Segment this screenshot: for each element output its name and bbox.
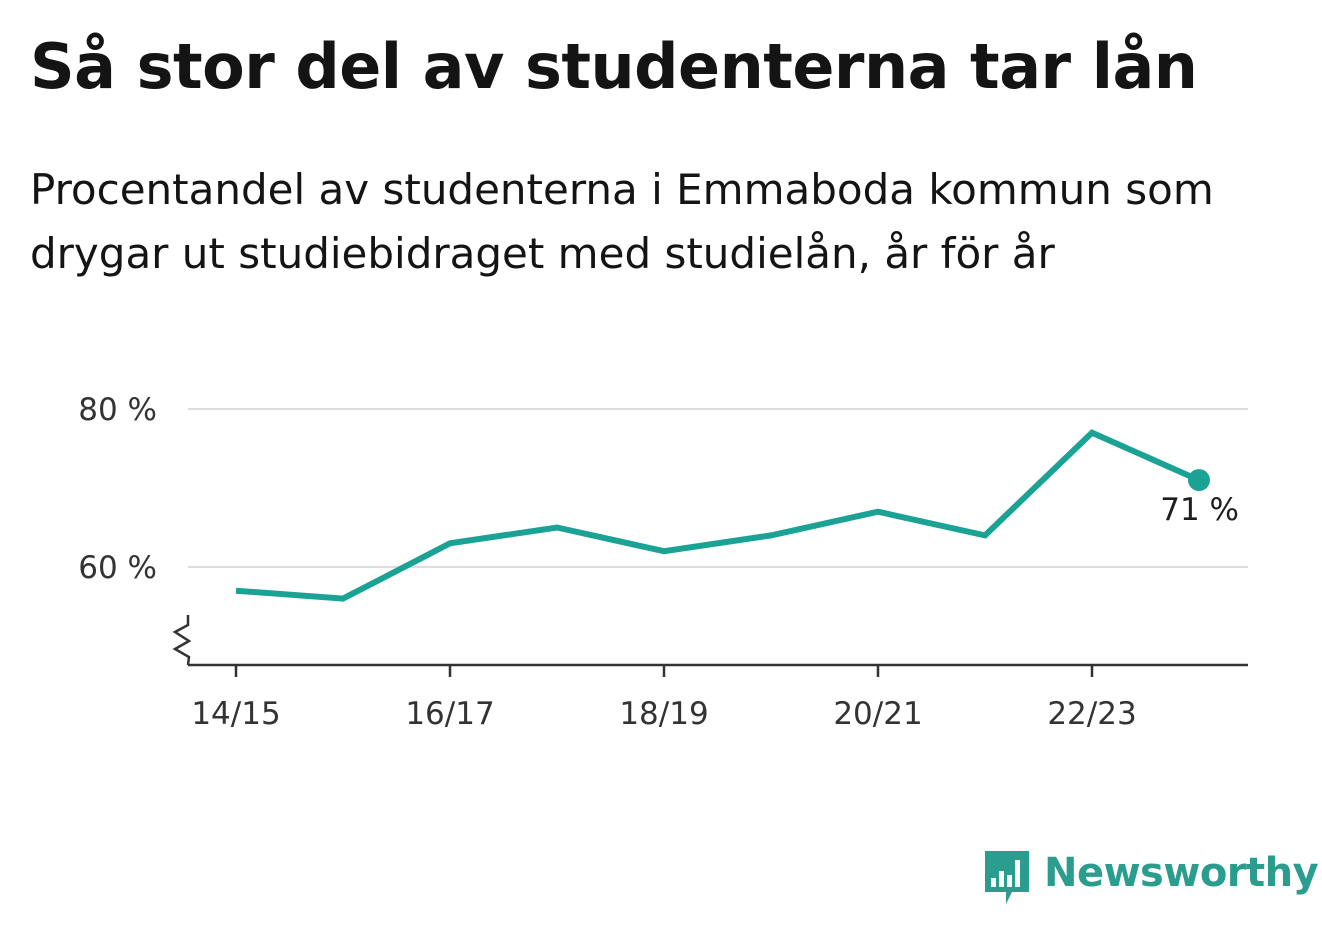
y-tick-label: 60 % xyxy=(78,550,157,586)
series xyxy=(235,429,1210,602)
x-tick-label: 20/21 xyxy=(833,696,922,732)
newsworthy-logo: Newsworthy xyxy=(982,848,1319,910)
end-point-marker xyxy=(1188,469,1210,492)
x-axis: 14/15 16/17 18/19 20/21 22/23 xyxy=(172,615,1248,732)
end-value-label: 71 % xyxy=(1160,492,1239,528)
x-tick-label: 18/19 xyxy=(619,696,708,732)
chart-title: Så stor del av studenterna tar lån xyxy=(30,30,1198,103)
x-tick-label: 14/15 xyxy=(191,696,280,732)
axis-break-icon xyxy=(172,615,192,666)
chart-subtitle: Procentandel av studenterna i Emmaboda k… xyxy=(30,165,1214,278)
y-axis-labels: 60 % 80 % xyxy=(78,392,157,586)
y-tick-label: 80 % xyxy=(78,392,157,428)
brand-name: Newsworthy xyxy=(1044,850,1319,896)
gridlines xyxy=(188,408,1248,568)
series-line xyxy=(235,429,1201,602)
x-tick-label: 16/17 xyxy=(405,696,494,732)
data-labels: 71 % xyxy=(1160,492,1239,528)
newsworthy-logo-icon xyxy=(985,851,1029,904)
x-tick-label: 22/23 xyxy=(1047,696,1136,732)
